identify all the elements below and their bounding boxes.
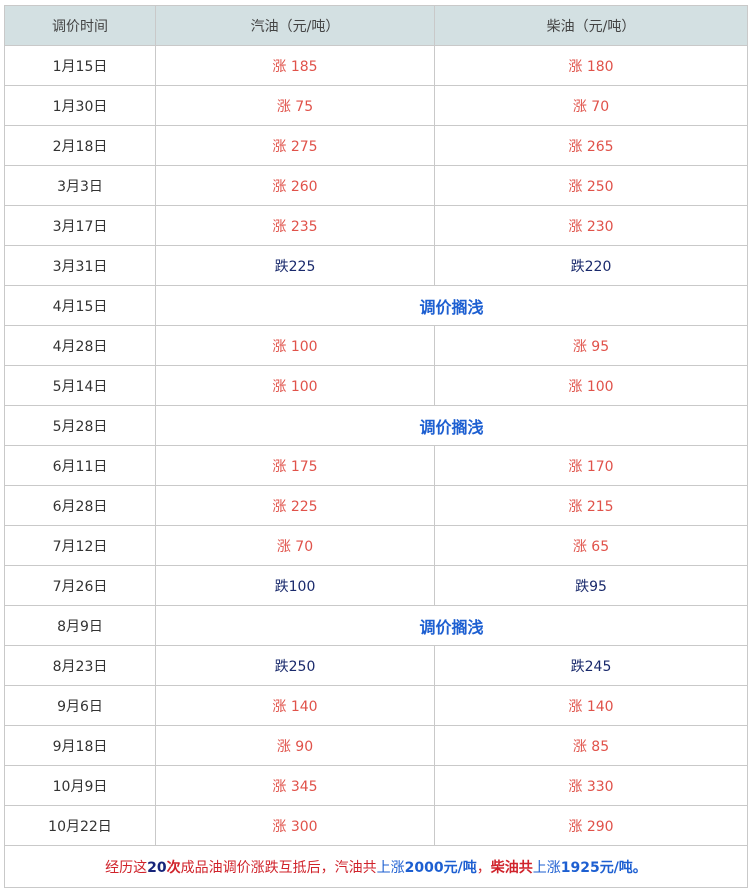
diesel-cell: 跌220 (434, 245, 748, 286)
date-cell: 7月26日 (4, 565, 156, 606)
diesel-cell: 涨 140 (434, 685, 748, 726)
diesel-cell: 跌245 (434, 645, 748, 686)
diesel-cell: 涨 95 (434, 325, 748, 366)
table-row: 3月3日涨 260 涨 250 (4, 165, 748, 206)
summary-count: 20 (147, 859, 167, 876)
summary-gas-total: 2000元/吨 (404, 859, 477, 876)
gasoline-cell: 跌225 (155, 245, 435, 286)
gasoline-cell: 涨 275 (155, 125, 435, 166)
gasoline-cell: 涨 300 (155, 805, 435, 846)
diesel-cell: 涨 230 (434, 205, 748, 246)
table-row: 5月14日涨 100 涨 100 (4, 365, 748, 406)
summary-text: 经历这20次成品油调价涨跌互抵后，汽油共上涨2000元/吨，柴油共上涨1925元… (4, 845, 748, 888)
summary-part: 上涨 (376, 859, 405, 876)
date-cell: 10月9日 (4, 765, 156, 806)
diesel-cell: 涨 290 (434, 805, 748, 846)
gasoline-cell: 跌250 (155, 645, 435, 686)
diesel-cell: 涨 65 (434, 525, 748, 566)
diesel-cell: 涨 170 (434, 445, 748, 486)
paused-cell: 调价搁浅 (155, 405, 748, 446)
gasoline-cell: 涨 100 (155, 365, 435, 406)
table-row: 8月9日 调价搁浅 (4, 605, 748, 646)
gasoline-cell: 涨 75 (155, 85, 435, 126)
date-cell: 4月15日 (4, 285, 156, 326)
diesel-cell: 涨 215 (434, 485, 748, 526)
gasoline-cell: 涨 140 (155, 685, 435, 726)
table-row: 8月23日 跌250 跌245 (4, 645, 748, 686)
summary-part: 上涨 (532, 859, 561, 876)
header-row: 调价时间 汽油（元/吨） 柴油（元/吨） (4, 5, 748, 46)
header-date: 调价时间 (4, 5, 156, 46)
summary-part: 成品油调价涨跌互抵后，汽油共 (180, 859, 377, 876)
table-row: 1月30日涨 75 涨 70 (4, 85, 748, 126)
date-cell: 7月12日 (4, 525, 156, 566)
date-cell: 4月28日 (4, 325, 156, 366)
table-row: 9月6日涨 140 涨 140 (4, 685, 748, 726)
table-row: 10月9日涨 345 涨 330 (4, 765, 748, 806)
diesel-cell: 涨 330 (434, 765, 748, 806)
date-cell: 9月18日 (4, 725, 156, 766)
summary-row: 经历这20次成品油调价涨跌互抵后，汽油共上涨2000元/吨，柴油共上涨1925元… (4, 845, 748, 888)
gasoline-cell: 涨 70 (155, 525, 435, 566)
date-cell: 5月14日 (4, 365, 156, 406)
header-diesel: 柴油（元/吨） (434, 5, 748, 46)
date-cell: 3月31日 (4, 245, 156, 286)
diesel-cell: 涨 180 (434, 45, 748, 86)
table-row: 5月28日 调价搁浅 (4, 405, 748, 446)
table-row: 4月15日 调价搁浅 (4, 285, 748, 326)
diesel-cell: 涨 250 (434, 165, 748, 206)
date-cell: 10月22日 (4, 805, 156, 846)
summary-diesel-total: 1925元/吨。 (560, 859, 647, 876)
diesel-cell: 涨 85 (434, 725, 748, 766)
table-row: 9月18日涨 90 涨 85 (4, 725, 748, 766)
date-cell: 6月28日 (4, 485, 156, 526)
gasoline-cell: 涨 235 (155, 205, 435, 246)
table-row: 2月18日涨 275 涨 265 (4, 125, 748, 166)
date-cell: 8月9日 (4, 605, 156, 646)
gasoline-cell: 涨 185 (155, 45, 435, 86)
gasoline-cell: 涨 100 (155, 325, 435, 366)
table-row: 1月15日涨 185 涨 180 (4, 45, 748, 86)
gasoline-cell: 涨 90 (155, 725, 435, 766)
table-row: 7月12日涨 70 涨 65 (4, 525, 748, 566)
price-adjustment-table: 调价时间 汽油（元/吨） 柴油（元/吨） 1月15日涨 185 涨 180 1月30… (4, 5, 748, 888)
table-row: 4月28日涨 100 涨 95 (4, 325, 748, 366)
diesel-cell: 涨 70 (434, 85, 748, 126)
date-cell: 5月28日 (4, 405, 156, 446)
summary-part: 柴油共 (490, 859, 533, 876)
table-row: 3月17日涨 235 涨 230 (4, 205, 748, 246)
date-cell: 2月18日 (4, 125, 156, 166)
summary-part: 经历这 (105, 859, 148, 876)
summary-part: ， (476, 859, 491, 876)
gasoline-cell: 涨 260 (155, 165, 435, 206)
paused-cell: 调价搁浅 (155, 285, 748, 326)
date-cell: 3月17日 (4, 205, 156, 246)
diesel-cell: 涨 265 (434, 125, 748, 166)
date-cell: 9月6日 (4, 685, 156, 726)
gasoline-cell: 跌100 (155, 565, 435, 606)
date-cell: 1月15日 (4, 45, 156, 86)
diesel-cell: 跌95 (434, 565, 748, 606)
summary-part: 次 (166, 859, 181, 876)
table-row: 10月22日涨 300 涨 290 (4, 805, 748, 846)
gasoline-cell: 涨 225 (155, 485, 435, 526)
date-cell: 6月11日 (4, 445, 156, 486)
diesel-cell: 涨 100 (434, 365, 748, 406)
table-row: 6月11日涨 175 涨 170 (4, 445, 748, 486)
table-row: 3月31日 跌225 跌220 (4, 245, 748, 286)
date-cell: 1月30日 (4, 85, 156, 126)
table-row: 7月26日 跌100 跌95 (4, 565, 748, 606)
table-row: 6月28日涨 225 涨 215 (4, 485, 748, 526)
date-cell: 8月23日 (4, 645, 156, 686)
gasoline-cell: 涨 345 (155, 765, 435, 806)
header-gasoline: 汽油（元/吨） (155, 5, 435, 46)
gasoline-cell: 涨 175 (155, 445, 435, 486)
paused-cell: 调价搁浅 (155, 605, 748, 646)
date-cell: 3月3日 (4, 165, 156, 206)
